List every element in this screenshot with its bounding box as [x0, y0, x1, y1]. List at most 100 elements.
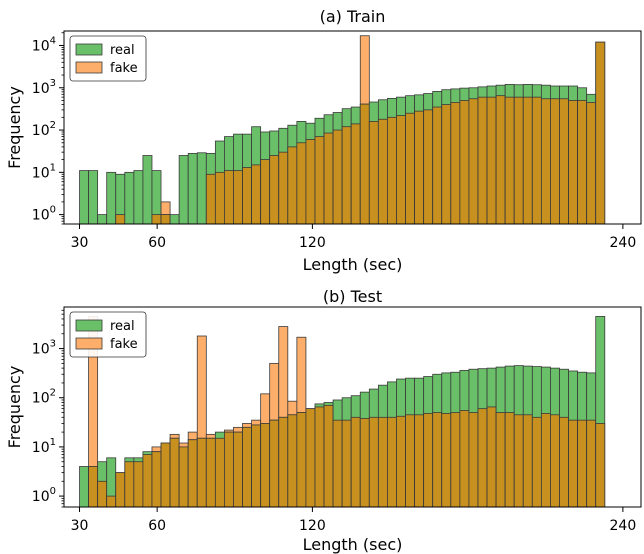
y-tick-label: 104 — [32, 35, 56, 54]
bar-fake — [359, 418, 370, 507]
x-tick-label: 60 — [148, 235, 166, 251]
bar-fake — [178, 446, 189, 507]
bar-fake — [486, 406, 497, 507]
x-tick-label: 120 — [299, 518, 326, 534]
bar-fake — [540, 98, 551, 224]
bar-fake — [305, 408, 316, 507]
bar-fake — [595, 41, 606, 224]
bar-fake — [269, 362, 280, 421]
bar-fake — [423, 413, 434, 507]
bars — [79, 35, 606, 224]
bar-fake — [169, 433, 180, 439]
bar-fake — [468, 98, 479, 224]
bar-real — [142, 155, 153, 224]
bar-fake — [205, 173, 216, 224]
y-tick-label: 101 — [32, 437, 56, 456]
bar-fake — [396, 415, 406, 507]
y-tick-base: 10 — [32, 38, 50, 54]
bar-fake — [513, 414, 524, 507]
bar-fake — [495, 412, 506, 507]
bar-fake — [278, 416, 289, 507]
bars — [79, 316, 606, 507]
bar-fake — [477, 408, 488, 507]
bar-fake — [577, 100, 588, 224]
x-axis-label: Length (sec) — [303, 535, 403, 554]
bar-fake — [323, 404, 334, 507]
bar-fake — [559, 98, 569, 224]
bar-fake — [242, 423, 252, 428]
bar-fake — [260, 423, 271, 507]
bar-fake — [586, 419, 597, 507]
bar-fake — [332, 419, 343, 507]
bar-fake — [459, 410, 470, 507]
bar-fake — [242, 167, 252, 224]
bar-fake — [441, 413, 452, 507]
bar-fake — [169, 437, 180, 507]
bar-fake — [224, 431, 234, 507]
bar-fake — [233, 426, 243, 433]
bar-real — [187, 153, 198, 224]
legend-label-real: real — [110, 319, 135, 334]
bar-fake — [450, 412, 461, 507]
bar-real — [79, 170, 89, 224]
bar-fake — [387, 116, 397, 224]
legend: real fake — [69, 311, 147, 358]
bar-fake — [368, 416, 379, 507]
bar-fake — [341, 126, 352, 224]
bar-fake — [233, 170, 243, 224]
bar-fake — [450, 102, 461, 224]
y-tick-base: 10 — [32, 342, 50, 358]
y-axis-label: Frequency — [5, 86, 24, 169]
bar-fake — [559, 416, 569, 507]
y-tick-label: 102 — [32, 120, 56, 139]
bar-fake — [341, 419, 352, 507]
y-tick-exponent: 3 — [50, 78, 56, 89]
y-axis-label: Frequency — [5, 366, 24, 449]
bar-fake — [568, 100, 579, 224]
bar-fake — [287, 400, 298, 416]
bar-fake — [251, 424, 262, 507]
bar-fake — [396, 115, 406, 224]
bar-fake — [314, 136, 325, 224]
y-tick-label: 101 — [32, 162, 56, 181]
y-tick-label: 100 — [32, 486, 56, 505]
bar-fake — [196, 335, 207, 439]
bar-fake — [296, 336, 307, 413]
y-tick-exponent: 1 — [50, 162, 56, 173]
bar-fake — [251, 164, 262, 224]
y-tick-base: 10 — [32, 165, 50, 181]
bar-fake — [205, 437, 216, 507]
bar-fake — [323, 132, 334, 224]
bar-fake — [522, 414, 533, 507]
y-tick-label: 102 — [32, 388, 56, 407]
bar-fake — [97, 480, 108, 507]
legend-label-fake: fake — [110, 61, 138, 76]
plot-frame — [63, 306, 642, 508]
bar-fake — [260, 393, 271, 424]
bar-fake — [160, 442, 171, 507]
bar-fake — [495, 95, 506, 224]
y-tick-base: 10 — [32, 391, 50, 407]
bar-fake — [468, 412, 479, 507]
x-tick-label: 30 — [71, 235, 89, 251]
y-tick-exponent: 3 — [50, 339, 56, 350]
bar-fake — [432, 412, 443, 507]
y-tick-base: 10 — [32, 489, 50, 505]
y-tick-label: 103 — [32, 78, 56, 97]
y-tick-exponent: 0 — [50, 486, 56, 497]
y-tick-label: 103 — [32, 339, 56, 358]
y-tick-base: 10 — [32, 440, 50, 456]
legend-swatch-fake — [75, 337, 103, 350]
bar-fake — [568, 419, 579, 507]
bar-real — [151, 170, 162, 224]
legend-label-fake: fake — [110, 337, 138, 352]
bar-fake — [88, 466, 99, 507]
bar-fake — [377, 416, 388, 507]
bar-fake — [350, 123, 361, 224]
plot-frame — [63, 30, 642, 225]
bar-real — [106, 171, 117, 224]
bar-fake — [151, 451, 162, 507]
x-tick-label: 240 — [610, 235, 637, 251]
